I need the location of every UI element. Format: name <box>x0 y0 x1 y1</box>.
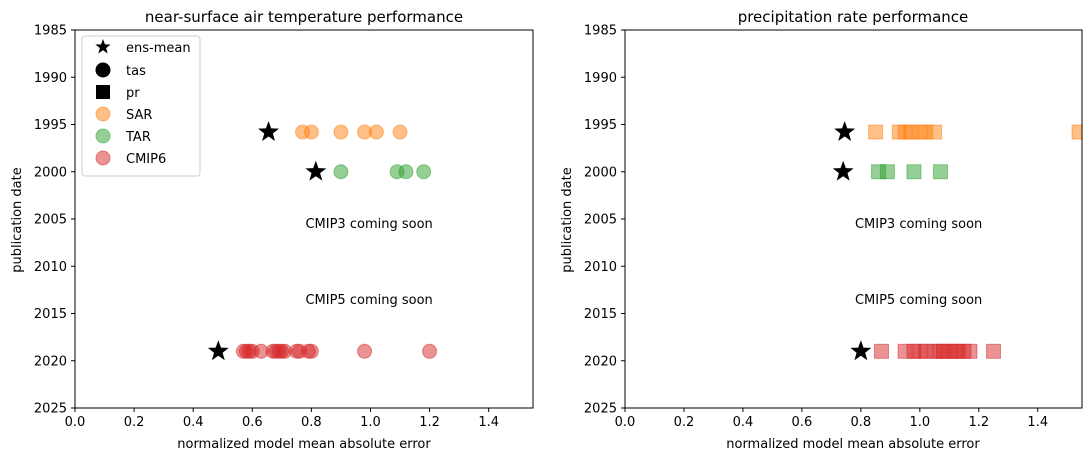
pr-y-tick-label: 1985 <box>584 24 617 39</box>
pr-y-tick-label: 1990 <box>584 71 617 86</box>
tas-cmip5-annotation: CMIP5 coming soon <box>305 293 432 308</box>
tas-x-tick-label: 1.2 <box>419 415 440 430</box>
legend-marker-pr <box>96 85 110 99</box>
tas-point-sar <box>303 124 319 140</box>
pr-point-sar <box>1071 124 1082 140</box>
pr-y-tick-label: 1995 <box>584 118 617 133</box>
pr-point-cmip6 <box>986 343 1002 359</box>
tas-x-tick-label: 0.8 <box>301 415 322 430</box>
pr-x-tick-label: 1.2 <box>968 415 989 430</box>
tas-x-tick-label: 0.4 <box>183 415 204 430</box>
tas-y-tick-label: 2015 <box>34 307 67 322</box>
tas-y-tick-label: 1990 <box>34 71 67 86</box>
tas-point-tar <box>333 164 349 180</box>
legend-label-tas: tas <box>126 64 146 79</box>
pr-plot-area <box>832 121 1082 361</box>
pr-cmip3-annotation: CMIP3 coming soon <box>855 217 982 232</box>
tas-point-sar <box>368 124 384 140</box>
pr-y-tick-label: 2005 <box>584 213 617 228</box>
tas-point-sar <box>392 124 408 140</box>
pr-axes-frame <box>624 29 1083 409</box>
legend-marker-cmip6 <box>95 150 111 166</box>
legend-marker-tas <box>95 62 111 78</box>
tas-y-tick-label: 2000 <box>34 165 67 180</box>
tas-cmip3-annotation: CMIP3 coming soon <box>305 217 432 232</box>
pr-point-sar <box>927 124 943 140</box>
tas-y-axis-label: publication date <box>10 167 25 272</box>
tas-point-cmip6 <box>357 343 373 359</box>
legend-marker-tar <box>95 128 111 144</box>
tas-point-cmip6 <box>303 343 319 359</box>
tas-y-tick-label: 1985 <box>34 24 67 39</box>
tas-point-tar <box>398 164 414 180</box>
legend: ens-mean tas pr SAR TAR CMIP6 <box>81 35 201 177</box>
tas-performance-panel: near-surface air temperature performance… <box>10 8 534 452</box>
pr-ens-mean-star <box>832 160 854 181</box>
tas-x-tick-label: 0.0 <box>65 415 86 430</box>
tas-y-tick-label: 2005 <box>34 213 67 228</box>
tas-x-tick-label: 0.2 <box>124 415 145 430</box>
legend-label-tar: TAR <box>125 130 151 145</box>
tas-y-tick-label: 2025 <box>34 402 67 417</box>
pr-cmip5-annotation: CMIP5 coming soon <box>855 293 982 308</box>
tas-y-tick-label: 2020 <box>34 354 67 369</box>
pr-x-tick-label: 0.2 <box>674 415 695 430</box>
tas-point-tar <box>416 164 432 180</box>
tas-ens-mean-star <box>258 121 279 141</box>
legend-label-ens-mean: ens-mean <box>126 41 191 56</box>
tas-point-sar <box>333 124 349 140</box>
pr-x-tick-label: 1.4 <box>1027 415 1048 430</box>
legend-label-sar: SAR <box>126 108 152 123</box>
pr-ens-mean-star <box>850 340 872 361</box>
pr-x-tick-label: 0.6 <box>792 415 813 430</box>
tas-x-tick-label: 1.0 <box>360 415 381 430</box>
pr-point-cmip6 <box>874 343 890 359</box>
pr-ens-mean-star <box>834 121 856 141</box>
pr-point-tar <box>932 164 948 180</box>
pr-x-tick-label: 0.8 <box>851 415 872 430</box>
pr-point-tar <box>879 164 895 180</box>
pr-point-tar <box>906 164 922 180</box>
pr-chart-title: precipitation rate performance <box>738 8 969 26</box>
legend-marker-ens-mean <box>95 39 111 54</box>
legend-frame <box>81 35 201 177</box>
legend-marker-sar <box>95 106 111 122</box>
pr-y-tick-label: 2015 <box>584 307 617 322</box>
pr-y-tick-label: 2025 <box>584 402 617 417</box>
pr-x-tick-label: 0.4 <box>733 415 754 430</box>
pr-performance-panel: precipitation rate performance normalize… <box>560 8 1083 452</box>
pr-x-tick-label: 1.0 <box>909 415 930 430</box>
legend-label-cmip6: CMIP6 <box>126 152 166 167</box>
tas-point-cmip6 <box>422 343 438 359</box>
pr-y-axis-label: publication date <box>560 167 575 272</box>
pr-y-tick-label: 2020 <box>584 354 617 369</box>
tas-ens-mean-star <box>305 160 327 181</box>
pr-y-tick-label: 2010 <box>584 260 617 275</box>
tas-ens-mean-star <box>207 340 229 361</box>
pr-point-cmip6 <box>962 343 978 359</box>
tas-x-tick-label: 0.6 <box>242 415 263 430</box>
pr-x-tick-label: 0.0 <box>615 415 636 430</box>
tas-chart-title: near-surface air temperature performance <box>145 8 463 26</box>
pr-point-sar <box>868 124 884 140</box>
tas-axes-frame <box>74 29 534 409</box>
pr-y-tick-label: 2000 <box>584 165 617 180</box>
tas-y-tick-label: 1995 <box>34 118 67 133</box>
tas-x-axis-label: normalized model mean absolute error <box>177 437 431 452</box>
tas-x-tick-label: 1.4 <box>478 415 499 430</box>
tas-y-tick-label: 2010 <box>34 260 67 275</box>
pr-x-axis-label: normalized model mean absolute error <box>726 437 980 452</box>
legend-label-pr: pr <box>126 86 140 101</box>
tas-plot-area <box>207 121 438 361</box>
